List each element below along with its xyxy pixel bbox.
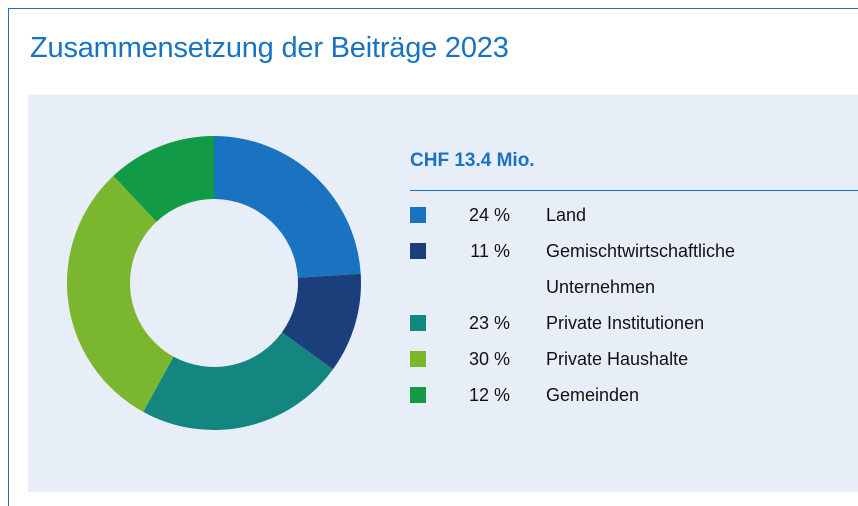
total-label: CHF 13.4 Mio. xyxy=(410,150,535,171)
legend-item: 11 % Gemischtwirtschaftliche Unternehmen xyxy=(410,233,808,305)
donut-slice xyxy=(113,136,214,222)
legend-swatch xyxy=(410,387,426,403)
legend-label: Gemeinden xyxy=(546,385,640,405)
legend-value: 11 % xyxy=(470,241,510,261)
divider xyxy=(410,190,858,191)
frame-line xyxy=(8,8,858,9)
legend-swatch xyxy=(410,315,426,331)
legend-item: 12 % Gemeinden xyxy=(410,377,808,413)
legend-swatch xyxy=(410,207,426,223)
legend-value: 24 % xyxy=(468,205,510,225)
donut-slice xyxy=(67,175,174,412)
legend-value: 30 % xyxy=(468,349,510,369)
legend-value: 12 % xyxy=(468,385,510,405)
legend-swatch xyxy=(410,243,426,259)
frame-line xyxy=(8,8,9,506)
legend-item: 23 % Private Institutionen xyxy=(410,305,808,341)
legend-label: Private Institutionen xyxy=(546,313,705,333)
donut-slice xyxy=(214,136,361,278)
legend-swatch xyxy=(410,351,426,367)
legend-label: Land xyxy=(546,205,587,225)
chart-title: Zusammensetzung der Beiträge 2023 xyxy=(30,32,509,64)
donut-slice xyxy=(281,273,361,370)
legend-value: 23 % xyxy=(468,313,510,333)
legend-item: 24 % Land xyxy=(410,197,808,233)
legend-label: Gemischtwirtschaftliche Unternehmen xyxy=(546,241,736,297)
legend-item: 30 % Private Haushalte xyxy=(410,341,808,377)
legend-label: Private Haushalte xyxy=(546,349,689,369)
donut-slice xyxy=(143,332,333,430)
legend: 24 % Land 11 % Gemischtwirtschaftliche Unte… xyxy=(410,197,808,413)
